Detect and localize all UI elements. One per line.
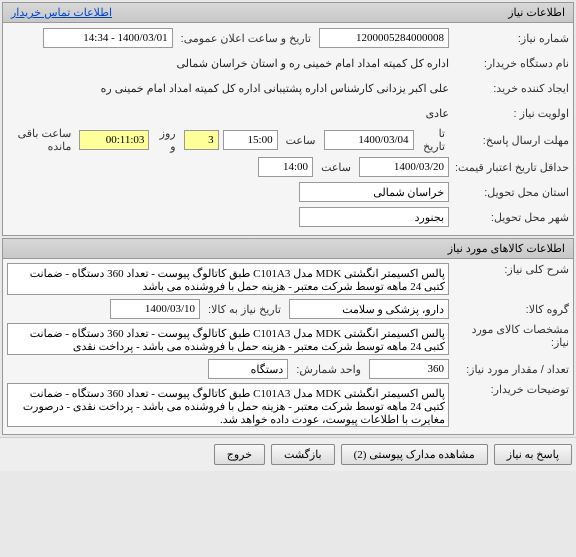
until-label: تا تاریخ	[418, 127, 449, 153]
view-attachments-button[interactable]: مشاهده مدارک پیوستی (2)	[341, 444, 488, 465]
need-date-input[interactable]	[110, 299, 200, 319]
remain-time-input	[79, 130, 149, 150]
min-date-input[interactable]	[359, 157, 449, 177]
buyer-text: اداره کل کمیته امداد امام خمینی ره و است…	[176, 57, 449, 70]
min-time-input[interactable]	[258, 157, 313, 177]
creator-label: ایجاد کننده خرید:	[449, 82, 569, 95]
spec-label: مشخصات کالای مورد نیاز:	[449, 323, 569, 349]
panel1-title: اطلاعات نیاز	[508, 6, 565, 19]
pub-date-label: تاریخ و ساعت اعلان عمومی:	[177, 32, 315, 45]
until-time-input[interactable]	[223, 130, 278, 150]
panel1-header: اطلاعات نیاز اطلاعات تماس خریدار	[3, 3, 573, 23]
goods-info-panel: اطلاعات کالاهای مورد نیاز شرح کلی نیاز: …	[2, 238, 574, 435]
time-label2: ساعت	[317, 161, 355, 174]
notes-label: توضیحات خریدار:	[449, 383, 569, 396]
time-label1: ساعت	[282, 134, 320, 147]
remain-text: ساعت باقی مانده	[7, 127, 75, 153]
back-button[interactable]: بازگشت	[271, 444, 335, 465]
buyer-contact-link[interactable]: اطلاعات تماس خریدار	[11, 6, 112, 19]
priority-label: اولویت نیاز :	[449, 107, 569, 120]
need-info-panel: اطلاعات نیاز اطلاعات تماس خریدار شماره ن…	[2, 2, 574, 236]
qty-label: تعداد / مقدار مورد نیاز:	[449, 363, 569, 376]
exit-button[interactable]: خروج	[214, 444, 265, 465]
until-date-input[interactable]	[324, 130, 414, 150]
deadline-label: مهلت ارسال پاسخ:	[449, 134, 569, 147]
qty-input[interactable]	[369, 359, 449, 379]
panel2-title: اطلاعات کالاهای مورد نیاز	[448, 242, 565, 255]
desc-textarea[interactable]	[7, 263, 449, 295]
buyer-label: نام دستگاه خریدار:	[449, 57, 569, 70]
city-label: شهر محل تحویل:	[449, 211, 569, 224]
spec-textarea[interactable]	[7, 323, 449, 355]
unit-label: واحد شمارش:	[292, 363, 365, 376]
buttons-bar: پاسخ به نیاز مشاهده مدارک پیوستی (2) باز…	[0, 437, 576, 471]
group-input[interactable]	[289, 299, 449, 319]
req-no-label: شماره نیاز:	[449, 32, 569, 45]
pub-date-input[interactable]	[43, 28, 173, 48]
city-input[interactable]	[299, 207, 449, 227]
province-input[interactable]	[299, 182, 449, 202]
panel2-header: اطلاعات کالاهای مورد نیاز	[3, 239, 573, 259]
reply-button[interactable]: پاسخ به نیاز	[494, 444, 572, 465]
province-label: استان محل تحویل:	[449, 186, 569, 199]
min-date-label: حداقل تاریخ اعتبار قیمت:	[449, 161, 569, 174]
need-date-label: تاریخ نیاز به کالا:	[204, 303, 285, 316]
group-label: گروه کالا:	[449, 303, 569, 316]
notes-textarea[interactable]	[7, 383, 449, 427]
priority-text: عادی	[426, 107, 449, 120]
unit-input[interactable]	[208, 359, 288, 379]
creator-text: علی اکبر یزدانی کارشناس اداره پشتیبانی ا…	[101, 82, 449, 95]
req-no-input[interactable]	[319, 28, 449, 48]
remain-days-input	[184, 130, 219, 150]
remain-label: روز و	[153, 127, 179, 153]
desc-label: شرح کلی نیاز:	[449, 263, 569, 276]
